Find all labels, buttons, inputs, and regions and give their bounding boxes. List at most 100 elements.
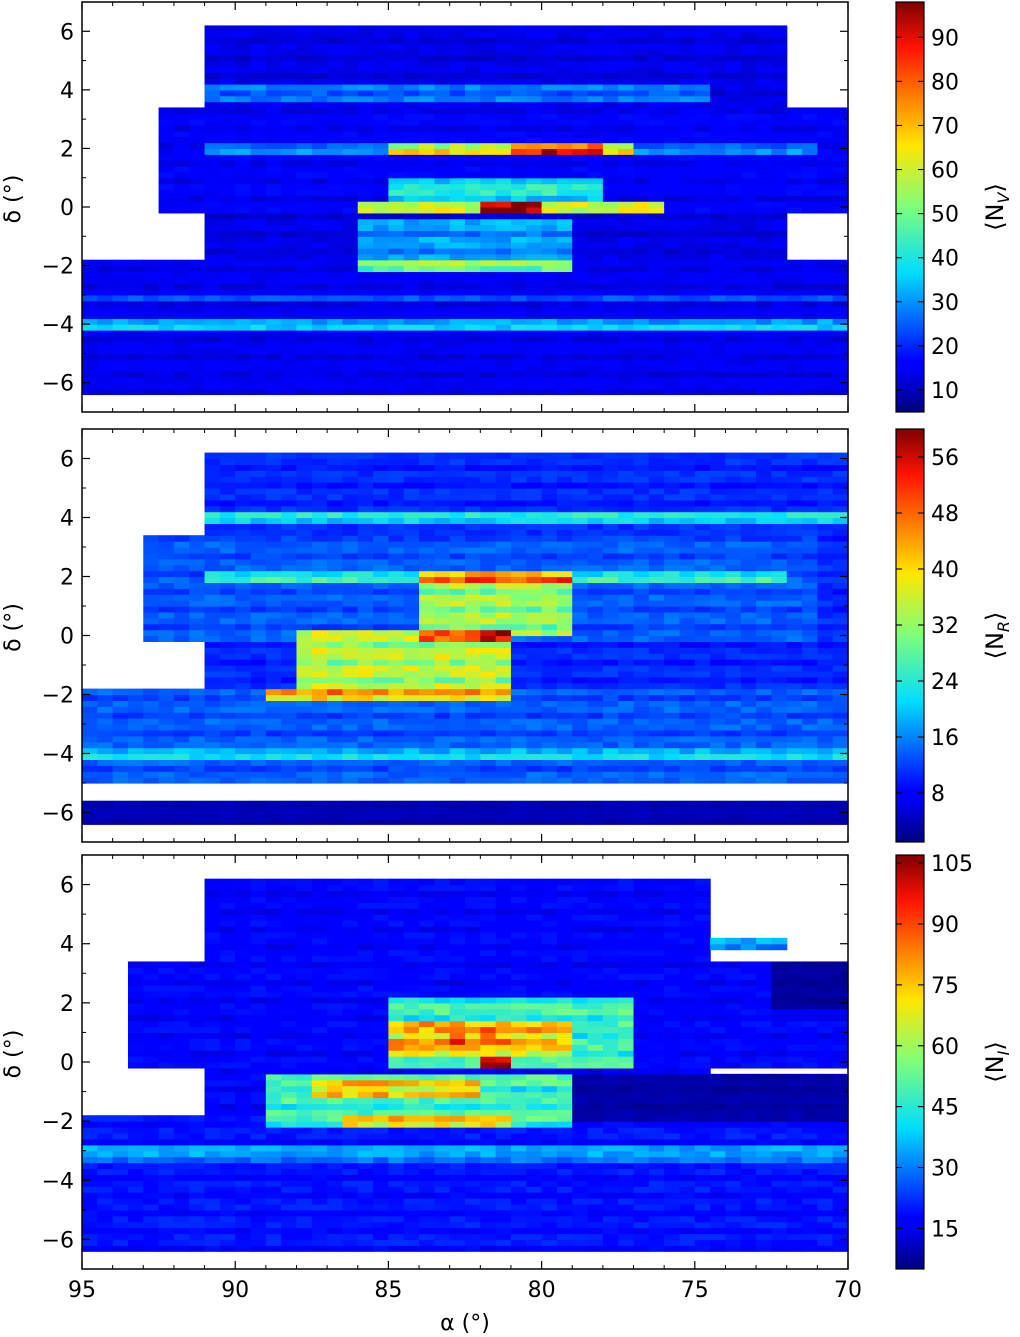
heatmap-cell	[342, 470, 359, 477]
heatmap-cell	[602, 89, 619, 97]
heatmap-cell	[664, 130, 681, 138]
heatmap-cell	[710, 183, 727, 191]
heatmap-cell	[403, 718, 420, 725]
heatmap-cell	[388, 183, 405, 191]
heatmap-cell	[189, 706, 206, 713]
heatmap-cell	[618, 729, 635, 737]
y-tick-label: 0	[60, 196, 74, 221]
heatmap-cell	[556, 765, 573, 772]
heatmap-cell	[694, 218, 711, 226]
heatmap-cell	[556, 148, 573, 155]
heatmap-cell	[327, 777, 344, 784]
heatmap-cell	[342, 171, 359, 179]
heatmap-cell	[357, 54, 374, 62]
heatmap-cell	[556, 318, 573, 325]
colorbar-tick-label: 30	[931, 291, 959, 316]
heatmap-cell	[587, 600, 604, 607]
heatmap-cell	[556, 242, 573, 249]
heatmap-cell	[357, 464, 374, 471]
heatmap-cell	[311, 253, 328, 261]
heatmap-cell	[388, 107, 405, 114]
heatmap-cell	[173, 541, 190, 548]
heatmap-cell	[664, 265, 681, 273]
heatmap-cell	[403, 89, 420, 97]
heatmap-cell	[281, 800, 298, 808]
heatmap-cell	[480, 335, 497, 343]
heatmap-cell	[572, 312, 589, 319]
heatmap-cell	[556, 66, 573, 73]
heatmap-cell	[587, 347, 604, 355]
heatmap-cell	[342, 107, 359, 114]
heatmap-cell	[587, 271, 604, 278]
heatmap-cell	[82, 694, 98, 701]
heatmap-cell	[250, 113, 267, 120]
heatmap-cell	[480, 365, 497, 372]
heatmap-cell	[311, 189, 328, 196]
heatmap-cell	[250, 365, 267, 372]
heatmap-cell	[465, 777, 481, 784]
heatmap-cell	[449, 676, 466, 684]
heatmap-cell	[189, 324, 206, 331]
heatmap-cell	[388, 470, 405, 477]
heatmap-cell	[480, 535, 497, 542]
heatmap-cell	[388, 629, 405, 637]
heatmap-cell	[219, 558, 236, 566]
heatmap-cell	[311, 78, 328, 85]
heatmap-cell	[373, 647, 389, 654]
heatmap-cell	[296, 735, 313, 743]
heatmap-cell	[281, 54, 298, 62]
heatmap-cell	[357, 335, 374, 343]
heatmap-cell	[541, 535, 558, 542]
heatmap-cell	[480, 25, 497, 32]
heatmap-cell	[403, 765, 420, 772]
heatmap-cell	[526, 212, 543, 220]
heatmap-cell	[633, 78, 650, 85]
heatmap-cell	[633, 300, 650, 308]
heatmap-cell	[204, 623, 221, 631]
heatmap-cell	[342, 629, 359, 637]
heatmap-cell	[403, 236, 420, 243]
heatmap-cell	[526, 183, 543, 191]
heatmap-cell	[419, 347, 435, 355]
heatmap-cell	[602, 201, 619, 208]
heatmap-cell	[112, 306, 129, 314]
heatmap-cell	[802, 183, 818, 191]
heatmap-cell	[265, 265, 282, 273]
heatmap-cell	[419, 136, 435, 144]
heatmap-cell	[219, 283, 236, 290]
heatmap-cell	[618, 594, 635, 601]
heatmap-cell	[357, 753, 374, 760]
heatmap-cell	[664, 659, 681, 666]
heatmap-cell	[265, 464, 282, 471]
heatmap-cell	[648, 617, 665, 625]
heatmap-cell	[618, 682, 635, 690]
heatmap-cell	[189, 183, 206, 191]
heatmap-cell	[281, 582, 298, 589]
heatmap-cell	[480, 812, 497, 819]
heatmap-cell	[648, 493, 665, 501]
heatmap-cell	[449, 125, 466, 132]
heatmap-cell	[434, 818, 451, 825]
heatmap-cell	[327, 160, 344, 167]
heatmap-cell	[465, 564, 481, 572]
heatmap-cell	[679, 271, 696, 278]
heatmap-cell	[725, 330, 742, 337]
heatmap-cell	[556, 84, 573, 91]
heatmap-cell	[602, 670, 619, 678]
heatmap-cell	[373, 570, 389, 578]
heatmap-cell	[572, 72, 589, 79]
heatmap-cell	[327, 694, 344, 701]
heatmap-cell	[832, 318, 849, 325]
heatmap-cell	[219, 818, 236, 825]
heatmap-cell	[281, 48, 298, 56]
heatmap-cell	[388, 66, 405, 73]
heatmap-cell	[250, 670, 267, 678]
heatmap-cell	[127, 806, 144, 814]
heatmap-cell	[250, 177, 267, 185]
heatmap-cell	[832, 277, 849, 284]
heatmap-cell	[602, 259, 619, 267]
heatmap-cell	[572, 101, 589, 109]
heatmap-cell	[158, 623, 175, 631]
heatmap-cell	[832, 335, 849, 343]
heatmap-cell	[495, 183, 512, 191]
